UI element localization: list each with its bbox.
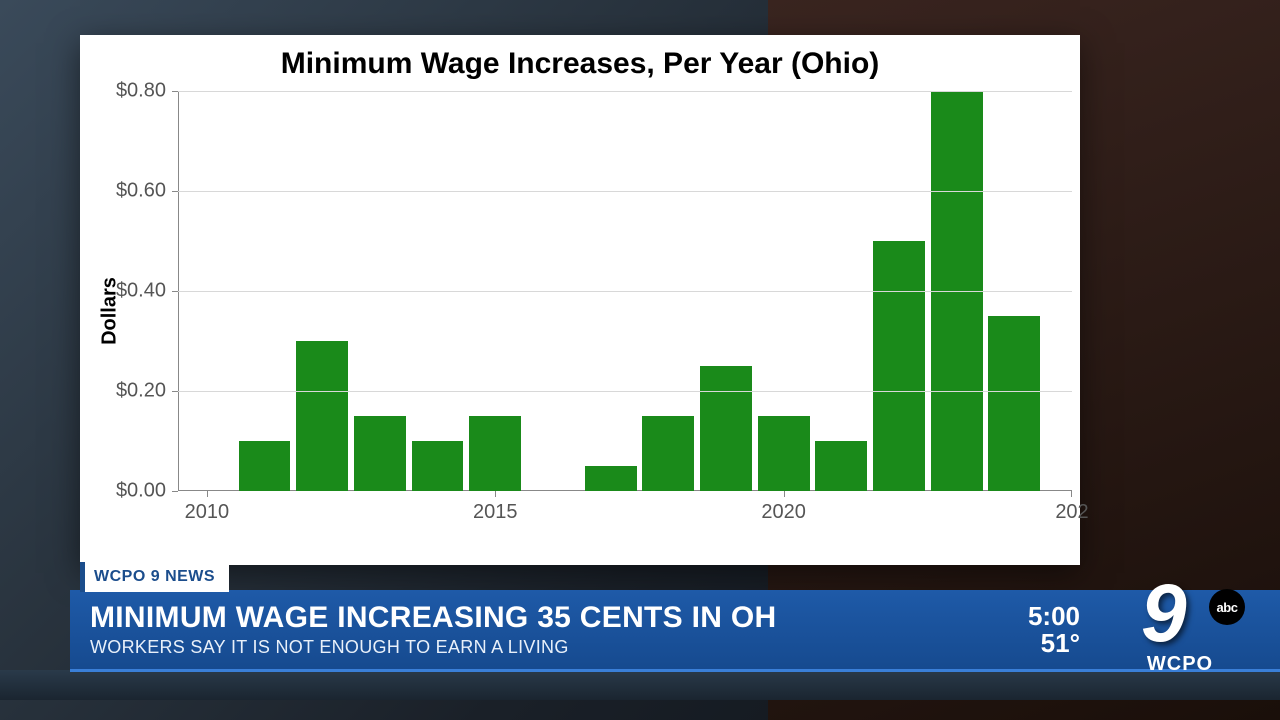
news-source-tag: WCPO 9 NEWS	[80, 562, 229, 592]
y-tick-label: $0.00	[116, 480, 166, 503]
y-tick-mark	[172, 291, 178, 292]
chart-bar	[758, 416, 810, 491]
chart-bar	[585, 466, 637, 491]
time-temperature: 5:00 51°	[1028, 590, 1080, 670]
grid-line	[178, 191, 1072, 192]
subheadline-text: WORKERS SAY IT IS NOT ENOUGH TO EARN A L…	[90, 637, 1280, 658]
station-logo: 9 abc WCPO	[1120, 583, 1240, 678]
lower-third-banner: MINIMUM WAGE INCREASING 35 CENTS IN OH W…	[70, 590, 1280, 670]
chart-area: Dollars $0.00$0.20$0.40$0.60$0.80 201020…	[88, 91, 1072, 531]
grid-line	[178, 291, 1072, 292]
temperature-value: 51°	[1041, 629, 1080, 658]
chart-bar	[815, 441, 867, 491]
banner-highlight-line	[70, 669, 1280, 672]
chart-bar	[469, 416, 521, 491]
y-axis-labels: $0.00$0.20$0.40$0.60$0.80	[88, 91, 178, 491]
bottom-ticker-bar	[0, 670, 1280, 700]
chart-bar	[239, 441, 291, 491]
chart-panel: Minimum Wage Increases, Per Year (Ohio) …	[80, 35, 1080, 565]
x-tick-label: 2010	[185, 501, 230, 524]
x-axis-labels: 201020152020202	[178, 491, 1072, 531]
y-tick-label: $0.20	[116, 380, 166, 403]
chart-bar	[988, 316, 1040, 491]
abc-network-badge: abc	[1209, 589, 1245, 625]
grid-line	[178, 91, 1072, 92]
time-value: 5:00	[1028, 603, 1080, 629]
x-tick-label: 2020	[761, 501, 806, 524]
plot-area	[178, 91, 1072, 491]
chart-bar	[873, 241, 925, 491]
y-tick-mark	[172, 391, 178, 392]
x-tick-label-partial: 202	[1055, 501, 1088, 524]
grid-line	[178, 391, 1072, 392]
y-tick-label: $0.80	[116, 80, 166, 103]
y-tick-label: $0.40	[116, 280, 166, 303]
chart-bar	[700, 366, 752, 491]
y-tick-mark	[172, 191, 178, 192]
x-tick-label: 2015	[473, 501, 518, 524]
chart-bar	[412, 441, 464, 491]
chart-bar	[354, 416, 406, 491]
chart-title: Minimum Wage Increases, Per Year (Ohio)	[88, 47, 1072, 81]
chart-bar	[642, 416, 694, 491]
y-tick-label: $0.60	[116, 180, 166, 203]
y-tick-mark	[172, 91, 178, 92]
channel-number-logo: 9 abc	[1141, 583, 1219, 657]
chart-bar	[296, 341, 348, 491]
headline-text: MINIMUM WAGE INCREASING 35 CENTS IN OH	[90, 603, 1280, 633]
channel-number: 9	[1141, 573, 1182, 655]
news-tag-label: WCPO 9 NEWS	[94, 568, 215, 585]
